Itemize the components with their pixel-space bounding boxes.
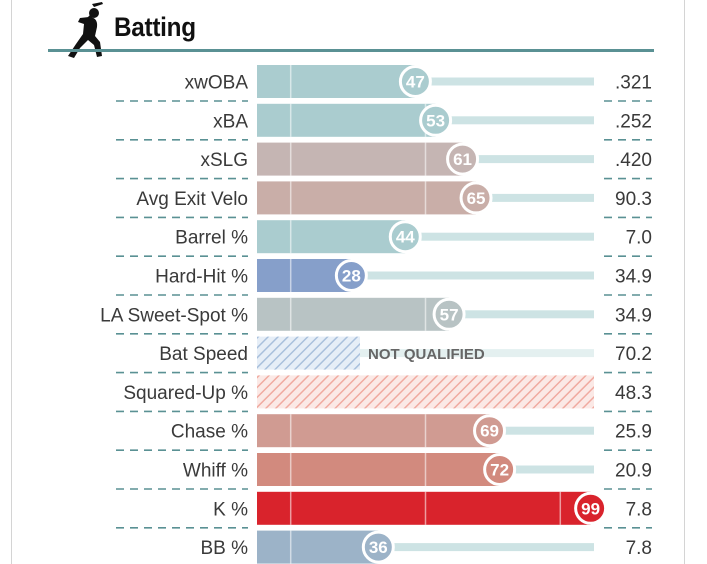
squared-up-bar [257,375,594,409]
metric-value: .252 [615,111,652,132]
metric-value: 7.8 [626,499,652,520]
percentile-value: 53 [426,111,445,130]
panel-right-border [684,0,685,564]
metric-label: xwOBA [185,73,249,94]
metric-label: K % [213,499,248,520]
metric-value: 7.8 [626,538,652,559]
percentile-track [351,271,594,280]
percentile-circle [361,530,395,564]
metric-value: .420 [615,150,652,171]
metric-value: 7.0 [626,228,652,249]
percentile-circle [334,259,368,292]
percentile-track [415,77,594,86]
section-title: Batting [114,12,196,42]
percentile-bar [257,142,463,176]
section-rule [48,49,654,52]
not-qualified-bar [257,336,360,370]
percentile-bar [257,297,450,331]
percentile-bar [257,491,591,525]
metric-value: 34.9 [615,305,652,326]
percentile-bar [257,414,490,448]
percentile-track [435,116,594,125]
metric-label: Bat Speed [159,344,248,365]
percentile-circle [483,453,517,486]
percentile-circle [473,414,507,448]
metric-value: 90.3 [615,189,652,210]
percentile-value: 28 [342,267,361,286]
percentile-circle [398,65,432,98]
metric-value: 70.2 [615,344,652,365]
metric-label: Chase % [171,422,248,443]
not-qualified-track [257,349,594,358]
percentile-value: 61 [453,150,472,169]
percentile-track [476,193,594,202]
metric-label: Squared-Up % [123,383,248,404]
percentile-value: 36 [369,538,388,557]
section-header: Batting [48,0,654,58]
metric-label: BB % [200,538,248,559]
percentile-bar [257,181,477,215]
metric-value: 20.9 [615,461,652,482]
percentile-value: 44 [396,228,415,247]
metric-label: Hard-Hit % [155,267,248,288]
percentile-value: 69 [480,422,499,441]
baseball-batter-icon [68,2,103,58]
percentile-bar [257,453,500,486]
metric-label: Barrel % [175,228,248,249]
percentile-value: 99 [581,499,600,518]
percentile-track [462,155,594,164]
percentile-circle [419,103,453,137]
metric-label: Avg Exit Velo [136,189,248,210]
percentile-bar [257,220,406,254]
metric-label: xSLG [200,150,248,171]
percentile-circle [432,297,466,331]
percentile-track [405,232,594,241]
metric-label: Whiff % [183,461,248,482]
percentile-bar [257,65,416,98]
percentile-circle [574,491,608,525]
percentile-circle [388,220,422,254]
percentile-value: 72 [490,461,509,480]
metric-label: xBA [213,111,248,132]
not-qualified-label: NOT QUALIFIED [368,346,485,363]
metric-value: 34.9 [615,267,652,288]
metric-value: .321 [615,73,652,94]
percentile-value: 57 [440,305,459,324]
percentile-track [378,543,594,552]
percentile-track [489,426,594,435]
percentile-track [499,465,594,474]
percentile-bar [257,530,379,564]
metric-value: 48.3 [615,383,652,404]
metric-value: 25.9 [615,422,652,443]
percentile-circle [459,181,493,215]
percentile-track [449,310,594,319]
panel-left-border [11,0,12,564]
percentile-bar [257,103,436,137]
percentile-circle [446,142,480,176]
percentile-value: 65 [467,189,486,208]
metric-label: LA Sweet-Spot % [100,305,248,326]
percentile-value: 47 [406,73,425,92]
